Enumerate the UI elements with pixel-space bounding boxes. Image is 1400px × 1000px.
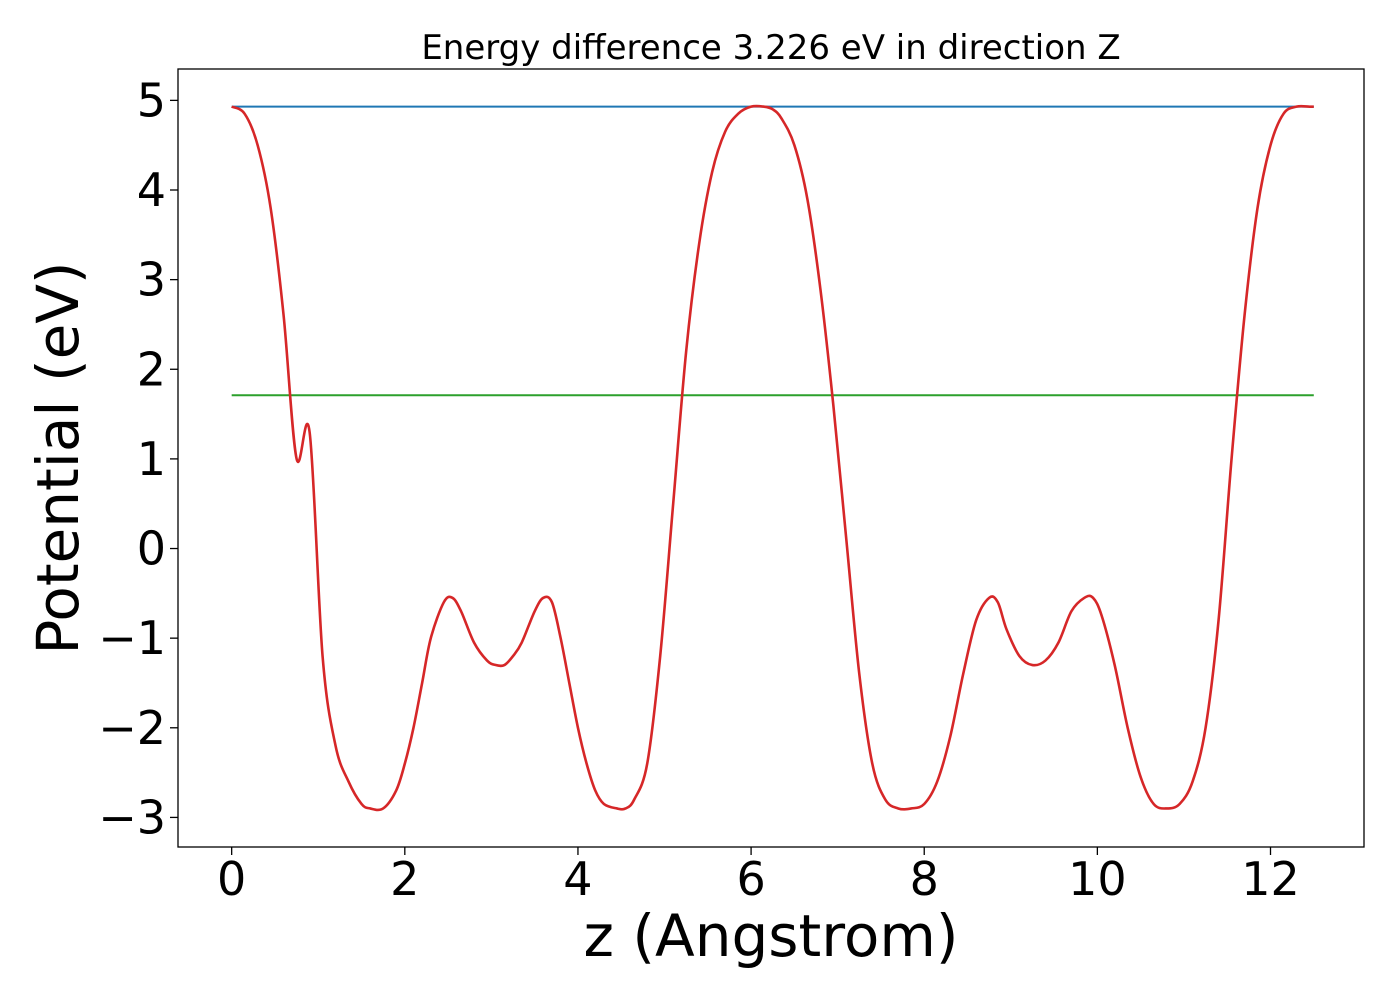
y-tick-label: −3 <box>98 790 166 844</box>
x-tick-label: 6 <box>736 852 765 906</box>
y-tick-label: 4 <box>137 163 166 217</box>
y-tick-label: −1 <box>98 611 166 665</box>
x-tick-label: 12 <box>1241 852 1300 906</box>
y-tick-label: 3 <box>137 253 166 307</box>
x-tick-label: 10 <box>1068 852 1127 906</box>
y-tick-label: −2 <box>98 701 166 755</box>
chart-title: Energy difference 3.226 eV in direction … <box>421 28 1120 68</box>
y-tick-label: 0 <box>137 522 166 576</box>
y-tick-label: 2 <box>137 342 166 396</box>
x-axis-label: z (Angstrom) <box>584 902 959 970</box>
potential-curve <box>231 104 1314 812</box>
x-axis: 0 2 4 6 8 10 12 <box>217 847 1300 906</box>
x-tick-label: 4 <box>563 852 592 906</box>
x-tick-label: 2 <box>390 852 419 906</box>
y-axis: −3 −2 −1 0 1 2 3 4 5 <box>98 73 178 844</box>
plot-area <box>231 104 1314 812</box>
x-tick-label: 8 <box>910 852 939 906</box>
axes-frame <box>177 68 1365 848</box>
x-tick-label: 0 <box>217 852 246 906</box>
y-tick-label: 1 <box>137 432 166 486</box>
y-tick-label: 5 <box>137 73 166 127</box>
y-axis-label: Potential (eV) <box>24 261 92 654</box>
